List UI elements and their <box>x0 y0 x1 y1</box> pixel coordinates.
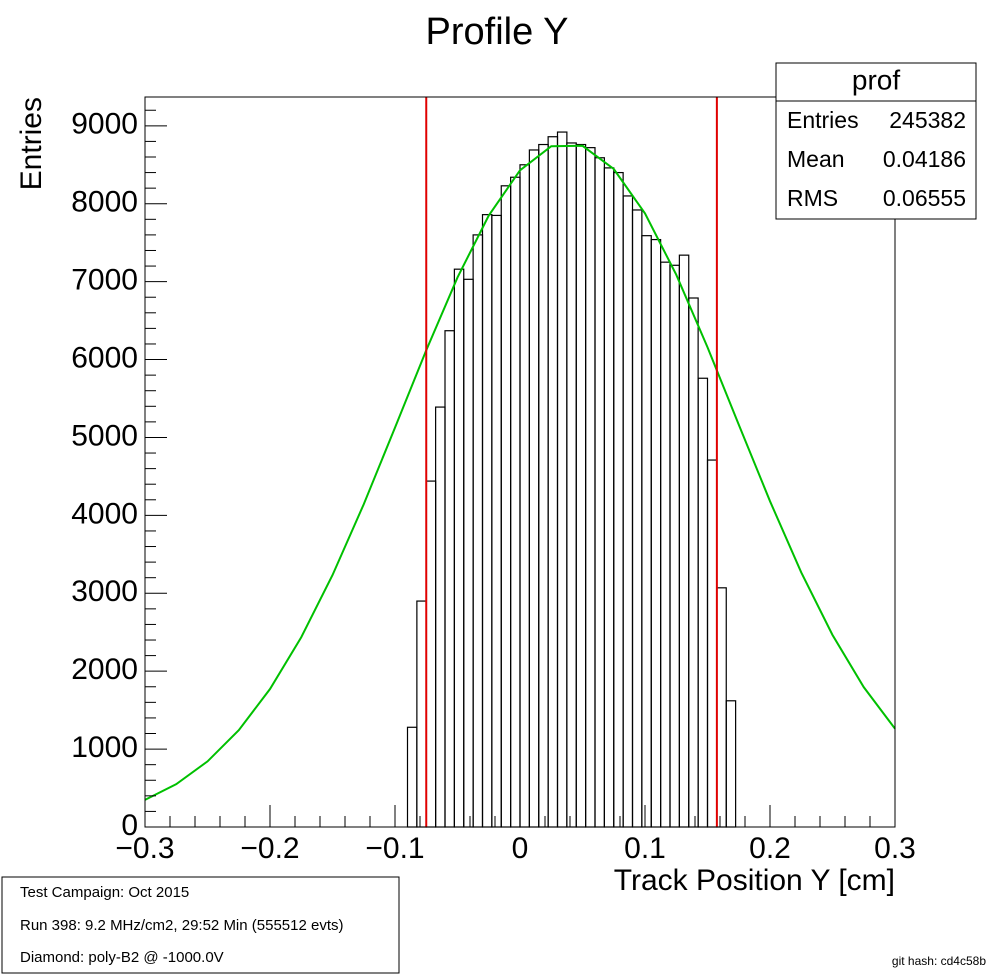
stats-title: prof <box>852 64 900 95</box>
stats-label: Entries <box>787 107 859 133</box>
x-tick-label: 0.3 <box>874 832 916 865</box>
stats-frame <box>775 62 977 220</box>
info-line: Diamond: poly-B2 @ -1000.0V <box>20 949 224 966</box>
y-tick-label: 7000 <box>71 264 138 297</box>
stats-label: Mean <box>787 146 845 172</box>
stats-box: prof Entries 245382 Mean 0.04186 RMS 0.06555 <box>775 62 977 220</box>
stats-value: 0.06555 <box>883 185 966 211</box>
x-tick-label: −0.1 <box>365 832 424 865</box>
x-tick-label: 0 <box>512 832 529 865</box>
y-tick-label: 2000 <box>71 653 138 686</box>
y-tick-label: 1000 <box>71 731 138 764</box>
fit-curve <box>144 144 896 801</box>
y-tick-label: 9000 <box>71 108 138 141</box>
info-line: Test Campaign: Oct 2015 <box>20 884 189 901</box>
stats-value: 245382 <box>889 107 966 133</box>
y-tick-label: 4000 <box>71 497 138 530</box>
stats-label: RMS <box>787 185 838 211</box>
x-tick-label: 0.1 <box>624 832 666 865</box>
y-tick-label: 3000 <box>71 575 138 608</box>
y-axis-label: Entries <box>15 97 48 190</box>
y-tick-label: 0 <box>121 809 138 842</box>
y-tick-label: 6000 <box>71 341 138 374</box>
chart-title: Profile Y <box>426 11 569 53</box>
info-line: Run 398: 9.2 MHz/cm2, 29:52 Min (555512 … <box>20 917 344 934</box>
stats-value: 0.04186 <box>883 146 966 172</box>
footer: git hash: cd4c58b <box>892 954 986 968</box>
y-tick-label: 5000 <box>71 419 138 452</box>
x-tick-label: 0.2 <box>749 832 791 865</box>
info-frame <box>1 876 400 974</box>
x-tick-label: −0.3 <box>115 832 174 865</box>
y-tick-label: 8000 <box>71 186 138 219</box>
x-axis-label: Track Position Y [cm] <box>614 864 895 897</box>
x-tick-label: −0.2 <box>240 832 299 865</box>
info-box: Test Campaign: Oct 2015 Run 398: 9.2 MHz… <box>1 876 400 974</box>
